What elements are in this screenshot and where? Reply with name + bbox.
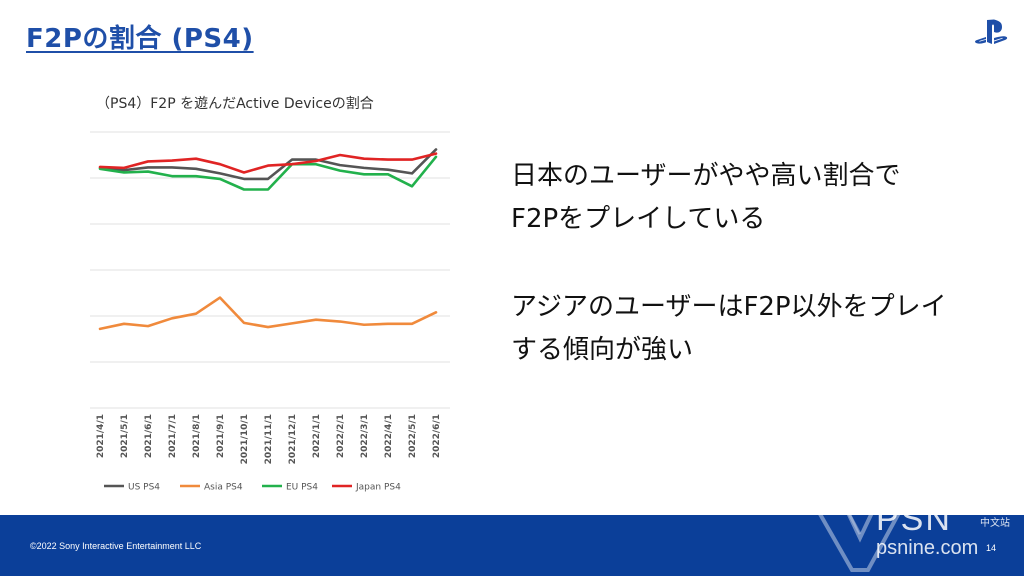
x-tick-label: 2021/7/1 [168, 414, 178, 458]
x-tick-label: 2021/9/1 [216, 414, 226, 458]
watermark-sub: 中文站 [980, 518, 1010, 529]
x-tick-label: 2021/6/1 [144, 414, 154, 458]
x-tick-label: 2022/3/1 [360, 414, 370, 458]
copyright-text: ©2022 Sony Interactive Entertainment LLC [30, 541, 202, 551]
series-line-us-ps4 [98, 148, 438, 181]
legend-label: EU PS4 [286, 483, 318, 493]
message-japan-line2: F2Pをプレイしている [511, 204, 766, 234]
x-tick-label: 2022/5/1 [408, 414, 418, 458]
x-tick-label: 2021/11/1 [264, 414, 274, 464]
playstation-logo-icon [975, 19, 1008, 44]
page-number: 14 [986, 543, 997, 553]
legend-label: Japan PS4 [355, 483, 401, 493]
legend-label: US PS4 [128, 483, 160, 493]
x-tick-label: 2022/2/1 [336, 414, 346, 458]
legend-item: Asia PS4 [180, 483, 243, 493]
x-tick-label: 2021/8/1 [192, 414, 202, 458]
legend-label: Asia PS4 [204, 483, 243, 493]
message-asia-line1: アジアのユーザーはF2P以外をプレイ [511, 292, 947, 322]
chart-title: （PS4）F2P を遊んだActive Deviceの割合 [96, 96, 374, 112]
x-tick-label: 2022/4/1 [384, 414, 394, 458]
legend-item: US PS4 [104, 483, 160, 493]
message-asia-line2: する傾向が強い [511, 335, 694, 365]
chart-svg: 2021/4/1 2021/5/1 2021/6/1 2021/7/1 2021/8/1… [90, 131, 450, 493]
line-chart: 2021/4/1 2021/5/1 2021/6/1 2021/7/1 2021/8/1… [78, 86, 468, 506]
series-line-eu-ps4 [98, 155, 438, 191]
x-tick-label: 2021/12/1 [288, 414, 298, 464]
slide-title: F2Pの割合 (PS4) [26, 24, 254, 54]
message-japan-line1: 日本のユーザーがやや高い割合で [511, 161, 901, 191]
legend-item: Japan PS4 [332, 483, 401, 493]
footer-bar [0, 515, 1024, 576]
series-line-asia-ps4 [98, 296, 438, 331]
message-asia: アジアのユーザーはF2P以外をプレイ する傾向が強い [511, 286, 947, 372]
x-tick-label: 2021/10/1 [240, 414, 250, 464]
series-line-japan-ps4 [98, 152, 438, 174]
x-tick-label: 2021/5/1 [120, 414, 130, 458]
watermark-brand: PSN [876, 500, 952, 538]
psnine-watermark-logo-icon [808, 498, 910, 572]
x-tick-label: 2022/1/1 [312, 414, 322, 458]
legend-item: EU PS4 [262, 483, 318, 493]
message-japan: 日本のユーザーがやや高い割合で F2Pをプレイしている [511, 155, 900, 241]
watermark-url: psnine.com [876, 537, 979, 559]
x-tick-label: 2021/4/1 [96, 414, 106, 458]
x-tick-label: 2022/6/1 [432, 414, 442, 458]
